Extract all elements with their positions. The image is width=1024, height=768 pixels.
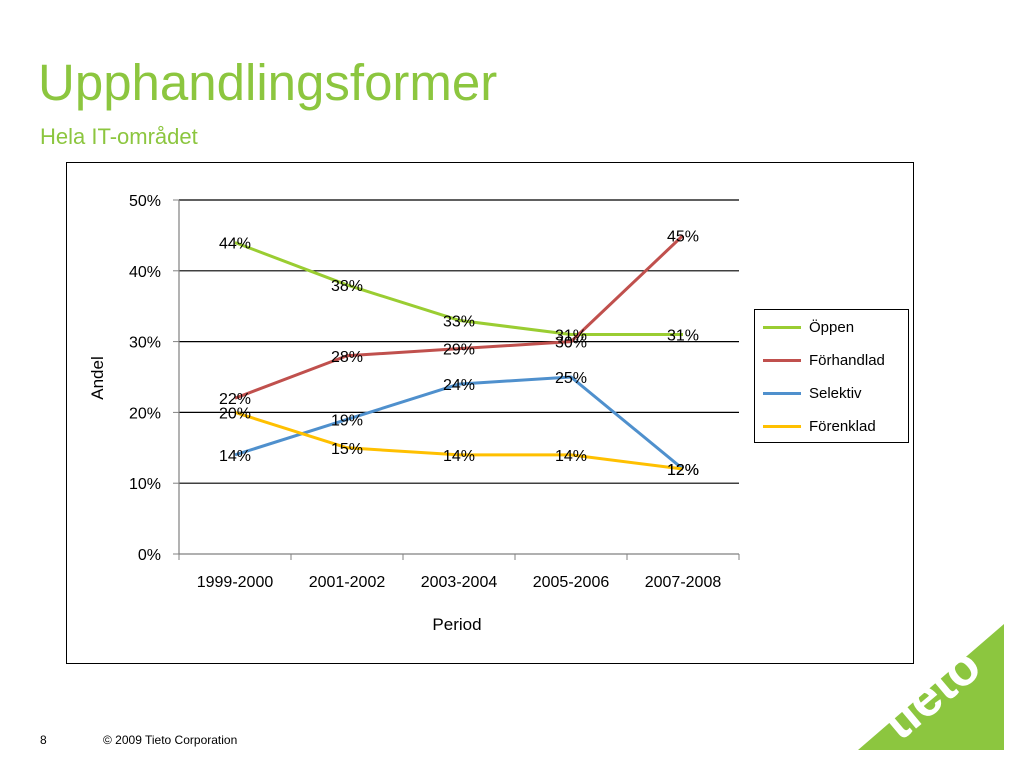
legend-item-forenklad: Förenklad — [763, 415, 876, 437]
legend-item-oppen: Öppen — [763, 316, 854, 338]
legend-swatch-forhandlad — [763, 358, 801, 362]
copyright-notice: © 2009 Tieto Corporation — [103, 733, 238, 747]
y-tick-label: 0% — [138, 547, 161, 564]
slide-title: Upphandlingsformer — [38, 54, 498, 111]
legend-label-forhandlad: Förhandlad — [809, 351, 885, 369]
legend-label-selektiv: Selektiv — [809, 384, 862, 402]
series-line-2 — [234, 375, 684, 471]
tieto-logo: tieto — [858, 624, 1004, 750]
series-lines — [234, 234, 685, 471]
data-label: 12% — [667, 462, 699, 479]
series-line-0 — [234, 241, 683, 337]
data-label: 31% — [555, 328, 587, 345]
data-label: 25% — [555, 370, 587, 387]
y-tick-label: 10% — [129, 476, 161, 493]
data-label: 29% — [443, 342, 475, 359]
x-tick-label: 2005-2006 — [533, 574, 610, 591]
data-label: 20% — [219, 405, 251, 422]
data-label: 19% — [331, 412, 363, 429]
x-tick-label: 2007-2008 — [645, 574, 722, 591]
data-label: 24% — [443, 377, 475, 394]
data-label: 30% — [555, 335, 587, 352]
x-axis-title: Period — [432, 615, 481, 634]
y-axis-title: Andel — [88, 356, 107, 399]
data-label: 44% — [219, 235, 251, 252]
data-label: 14% — [219, 448, 251, 465]
legend-item-forhandlad: Förhandlad — [763, 349, 885, 371]
legend-swatch-forenklad — [763, 424, 801, 428]
page-number: 8 — [40, 733, 47, 747]
slide-subtitle: Hela IT-området — [40, 124, 198, 149]
chart-legend: Öppen Förhandlad Selektiv Förenklad — [754, 309, 909, 443]
legend-item-selektiv: Selektiv — [763, 382, 862, 404]
x-tick-label: 1999-2000 — [197, 574, 274, 591]
legend-swatch-oppen — [763, 325, 801, 329]
data-label: 45% — [667, 228, 699, 245]
data-labels: 44% 38% 33% 31% 31% 22% 28% 29% 30% 45% 14% 19% 24% 2… — [219, 228, 699, 479]
data-label: 12% — [667, 462, 699, 479]
y-tick-label: 20% — [129, 405, 161, 422]
legend-label-forenklad: Förenklad — [809, 417, 876, 435]
x-tick-label: 2001-2002 — [309, 574, 386, 591]
legend-label-oppen: Öppen — [809, 318, 855, 336]
axes: 0% 10% 20% 30% 40% 50% 1999-2000 2001-2002 2003-… — [129, 193, 740, 591]
data-label: 38% — [331, 278, 363, 295]
y-tick-label: 30% — [129, 335, 161, 352]
data-label: 31% — [667, 328, 699, 345]
x-tick-label: 2003-2004 — [421, 574, 498, 591]
series-line-1 — [234, 234, 685, 400]
line-chart: 0% 10% 20% 30% 40% 50% 1999-2000 2001-2002 2003-… — [88, 193, 740, 634]
series-line-3 — [234, 410, 684, 471]
data-label: 28% — [331, 349, 363, 366]
y-tick-label: 40% — [129, 264, 161, 281]
y-tick-label: 50% — [129, 193, 161, 210]
data-label: 14% — [555, 448, 587, 465]
data-label: 22% — [219, 391, 251, 408]
legend-swatch-selektiv — [763, 391, 801, 395]
data-label: 33% — [443, 313, 475, 330]
data-label: 15% — [331, 441, 363, 458]
logo-triangle — [858, 624, 1004, 750]
gridlines — [179, 199, 739, 484]
data-label: 14% — [443, 448, 475, 465]
